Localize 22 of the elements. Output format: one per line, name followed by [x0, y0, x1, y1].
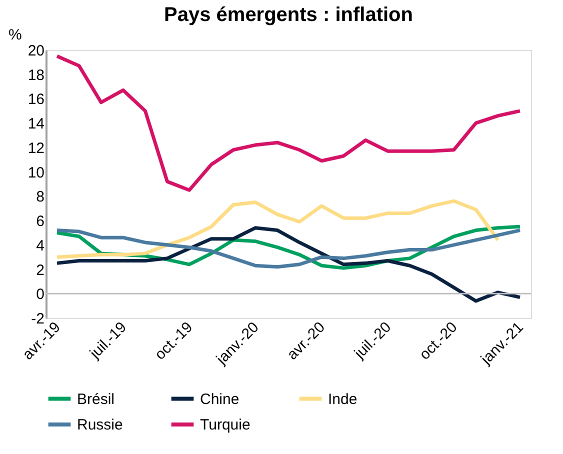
line-series	[55, 226, 522, 303]
chart-title: Pays émergents : inflation	[164, 4, 413, 26]
y-tick-label: 2	[36, 262, 44, 279]
y-tick-label: 8	[36, 188, 44, 206]
y-tick-label: 20	[28, 42, 44, 60]
legend-label: Inde	[328, 390, 358, 408]
y-tick-label: 0	[36, 286, 44, 304]
line-series	[55, 54, 522, 192]
y-tick-label: 14	[28, 116, 44, 133]
y-tick-label: 10	[28, 164, 44, 182]
legend-label: Chine	[200, 390, 240, 408]
y-tick-label: 18	[28, 66, 44, 84]
y-tick-label: 12	[28, 140, 44, 157]
y-tick-label: 4	[36, 237, 44, 254]
y-tick-label: -2	[31, 310, 44, 328]
y-tick-label: 16	[28, 91, 44, 108]
legend-label: Turquie	[200, 416, 250, 434]
legend-label: Brésil	[77, 390, 115, 408]
y-tick-label: 6	[36, 213, 44, 230]
line-series	[55, 199, 500, 259]
legend-label: Russie	[77, 416, 123, 434]
y-axis-title: %	[8, 26, 22, 44]
